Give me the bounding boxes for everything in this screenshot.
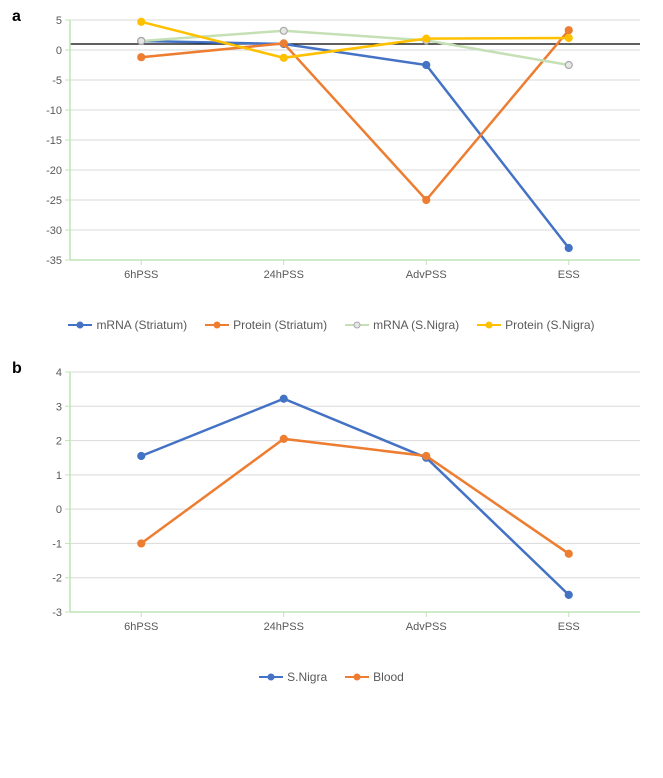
series-marker (565, 35, 572, 42)
legend-item: Protein (S.Nigra) (477, 318, 594, 332)
series-marker (138, 38, 145, 45)
series-marker (280, 27, 287, 34)
y-tick-label: 0 (56, 504, 62, 516)
legend-label: Protein (Striatum) (233, 318, 327, 332)
series-marker (565, 591, 572, 598)
series-marker (565, 27, 572, 34)
y-tick-label: -5 (52, 75, 62, 87)
series-marker (423, 35, 430, 42)
y-tick-label: -1 (52, 538, 62, 550)
y-tick-label: -30 (46, 225, 62, 237)
series-marker (280, 40, 287, 47)
series-line (141, 41, 569, 248)
y-tick-label: 3 (56, 401, 62, 413)
series-marker (280, 54, 287, 61)
y-tick-label: 0 (56, 45, 62, 57)
y-tick-label: -2 (52, 573, 62, 585)
series-marker (138, 18, 145, 25)
legend-label: mRNA (S.Nigra) (373, 318, 459, 332)
legend-item: mRNA (Striatum) (68, 318, 187, 332)
series-marker (423, 197, 430, 204)
series-marker (565, 62, 572, 69)
legend-swatch (477, 324, 501, 327)
legend-swatch (345, 676, 369, 679)
chart-a-container: a -35 -30 -25 -20 -15 -10 -5 0 5 6hPSS 24hPSS AdvPS… (10, 10, 653, 332)
x-tick-label: 6hPSS (124, 269, 158, 281)
legend-swatch (205, 324, 229, 327)
chart-b-svg: -3 -2 -1 0 1 2 3 4 6hPSS 24hPSS AdvPSS ESS (10, 362, 653, 662)
series-marker (138, 54, 145, 61)
y-tick-label: -3 (52, 607, 62, 619)
chart-a-svg: -35 -30 -25 -20 -15 -10 -5 0 5 6hPSS 24hPSS AdvPSS E… (10, 10, 653, 310)
x-tick-label: ESS (558, 269, 580, 281)
series-line (141, 439, 569, 554)
y-tick-label: 4 (56, 367, 62, 379)
chart-a-legend: mRNA (Striatum) Protein (Striatum) mRNA (S… (10, 318, 653, 332)
panel-b-label: b (12, 360, 22, 378)
y-tick-label: 5 (56, 15, 62, 27)
legend-item: S.Nigra (259, 670, 327, 684)
x-tick-label: 24hPSS (264, 269, 304, 281)
x-tick-label: AdvPSS (406, 621, 447, 633)
y-tick-label: 1 (56, 470, 62, 482)
y-tick-label: -15 (46, 135, 62, 147)
series-marker (138, 453, 145, 460)
series-marker (565, 550, 572, 557)
series-marker (565, 245, 572, 252)
chart-b-container: b -3 -2 -1 0 1 2 3 4 6hPSS 24hPSS AdvPSS ESS S.Nigr… (10, 362, 653, 684)
series-marker (280, 435, 287, 442)
series-marker (423, 62, 430, 69)
y-tick-label: -20 (46, 165, 62, 177)
y-tick-label: 2 (56, 436, 62, 448)
x-tick-label: 24hPSS (264, 621, 304, 633)
series-marker (423, 453, 430, 460)
panel-a-label: a (12, 8, 21, 26)
legend-label: S.Nigra (287, 670, 327, 684)
legend-swatch (259, 676, 283, 679)
chart-b-legend: S.Nigra Blood (10, 670, 653, 684)
series-line (141, 22, 569, 58)
legend-swatch (68, 324, 92, 327)
legend-label: Blood (373, 670, 404, 684)
series-marker (280, 395, 287, 402)
legend-swatch (345, 324, 369, 327)
x-tick-label: 6hPSS (124, 621, 158, 633)
y-tick-label: -35 (46, 255, 62, 267)
legend-item: mRNA (S.Nigra) (345, 318, 459, 332)
y-tick-label: -25 (46, 195, 62, 207)
series-marker (138, 540, 145, 547)
legend-label: Protein (S.Nigra) (505, 318, 594, 332)
x-tick-label: AdvPSS (406, 269, 447, 281)
legend-item: Blood (345, 670, 404, 684)
y-tick-label: -10 (46, 105, 62, 117)
legend-item: Protein (Striatum) (205, 318, 327, 332)
x-tick-label: ESS (558, 621, 580, 633)
legend-label: mRNA (Striatum) (96, 318, 187, 332)
